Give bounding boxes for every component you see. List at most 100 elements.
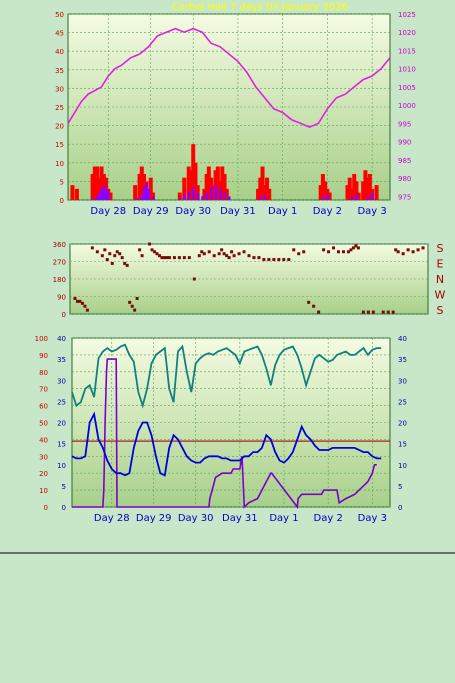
compass-label: E — [437, 258, 444, 271]
rain-rate-bar — [211, 185, 216, 200]
wind-dir-point — [118, 252, 122, 256]
wind-dir-point — [160, 256, 164, 260]
y-tick-right: 20 — [398, 420, 407, 428]
wind-dir-point — [292, 248, 296, 252]
wind-dir-point — [133, 308, 137, 312]
rain-rate-bar — [148, 177, 153, 200]
wind-dir-point — [247, 254, 251, 258]
wind-dir-point — [312, 304, 316, 308]
y-tick-left-inner: 30 — [57, 377, 66, 385]
wind-dir-point — [232, 254, 236, 258]
rain-rate-bar — [256, 188, 261, 200]
y-tick-left: 15 — [55, 141, 64, 149]
wind-dir-point — [322, 248, 326, 252]
rain-rate-bar — [202, 188, 207, 200]
y-tick-left-inner: 20 — [57, 420, 66, 428]
wind-dir-point — [222, 252, 226, 256]
wind-dir-point — [135, 296, 139, 300]
rain-total-bar — [183, 194, 186, 200]
rain-total-bar — [205, 192, 209, 200]
wind-dir-point — [125, 263, 129, 267]
y-tick-right: 1025 — [398, 11, 416, 19]
wind-dir-point — [103, 248, 107, 252]
wind-dir-point — [327, 250, 331, 254]
wind-dir-point — [200, 250, 204, 254]
wind-dir-point — [128, 300, 132, 304]
rain-rate-bar — [361, 181, 366, 200]
y-tick-left: 40 — [55, 48, 64, 56]
wind-dir-point — [202, 252, 206, 256]
wind-dir-point — [257, 256, 261, 260]
wind-dir-point — [242, 250, 246, 254]
x-tick-label: Day 29 — [133, 206, 169, 217]
wind-dir-point — [153, 250, 157, 254]
wind-dir-point — [307, 300, 311, 304]
chart-title: Corbel Hall 7 days till January 2026 — [172, 2, 348, 13]
wind-dir-point — [401, 252, 405, 256]
wind-dir-point — [225, 254, 229, 258]
y-tick-left-outer: 80 — [39, 369, 48, 377]
rain-total-bar — [321, 196, 325, 200]
wind-dir-point — [140, 254, 144, 258]
rain-rate-bar — [97, 177, 102, 200]
wind-dir-point — [150, 248, 154, 252]
wind-dir-point — [282, 258, 286, 262]
wind-dir-point — [165, 256, 169, 260]
y-tick-left-inner: 25 — [57, 398, 66, 406]
wind-dir-point — [391, 310, 395, 314]
wind-dir-point — [349, 248, 353, 252]
wind-dir-point — [302, 250, 306, 254]
wind-dir-point — [158, 254, 161, 258]
x-tick-label: Day 30 — [178, 513, 214, 524]
rain-total-bar — [223, 192, 227, 200]
rain-total-bar — [259, 196, 262, 200]
rain-rate-bar — [70, 185, 75, 200]
wind-dir-point — [110, 261, 114, 265]
y-tick-left-inner: 0 — [62, 504, 66, 512]
y-tick-left-outer: 30 — [39, 453, 48, 461]
wind-dir-point — [148, 242, 152, 246]
x-tick-label: Day 3 — [358, 513, 387, 524]
compass-label: S — [437, 242, 444, 255]
rain-total-bar — [151, 196, 155, 200]
rain-total-bar — [140, 194, 144, 200]
rain-rate-bar — [323, 181, 328, 200]
y-tick-right: 990 — [398, 139, 411, 147]
y-tick-right: 15 — [398, 441, 407, 449]
y-tick-left: 5 — [60, 178, 64, 186]
wind-dir-point — [361, 310, 365, 314]
x-tick-label: Day 31 — [222, 513, 258, 524]
wind-dir-point — [83, 304, 87, 308]
y-tick-left-outer: 10 — [39, 487, 48, 495]
wind-dir-point — [182, 256, 186, 260]
y-tick-left: 360 — [53, 241, 66, 249]
plot-area — [71, 337, 391, 508]
y-tick-right: 40 — [398, 335, 407, 343]
rain-rate-bar — [345, 185, 350, 200]
y-tick-right: 1015 — [398, 47, 416, 55]
y-tick-left-outer: 50 — [39, 420, 48, 428]
wind-dir-point — [85, 308, 89, 312]
rain-rate-bar — [262, 185, 267, 200]
y-tick-left-outer: 40 — [39, 436, 48, 444]
rain-rate-bar — [137, 173, 142, 200]
wind-dir-point — [187, 256, 191, 260]
rain-rate-bar — [133, 185, 138, 200]
rain-rate-bar — [92, 166, 97, 200]
y-tick-left: 10 — [55, 160, 64, 168]
wind-dir-point — [90, 246, 94, 250]
y-tick-left-inner: 5 — [62, 483, 66, 491]
wind-dir-point — [297, 252, 301, 256]
wind-dir-point — [230, 250, 234, 254]
y-tick-left-outer: 100 — [35, 335, 48, 343]
rain-rate-bar — [354, 181, 359, 200]
y-tick-right: 10 — [398, 462, 407, 470]
y-tick-left-inner: 40 — [57, 335, 66, 343]
wind-dir-point — [172, 256, 176, 260]
y-tick-left-outer: 60 — [39, 403, 48, 411]
rain-rate-bar — [356, 192, 361, 200]
y-tick-right: 975 — [398, 193, 411, 201]
y-tick-left: 45 — [55, 30, 64, 38]
y-tick-left-inner: 35 — [57, 356, 66, 364]
